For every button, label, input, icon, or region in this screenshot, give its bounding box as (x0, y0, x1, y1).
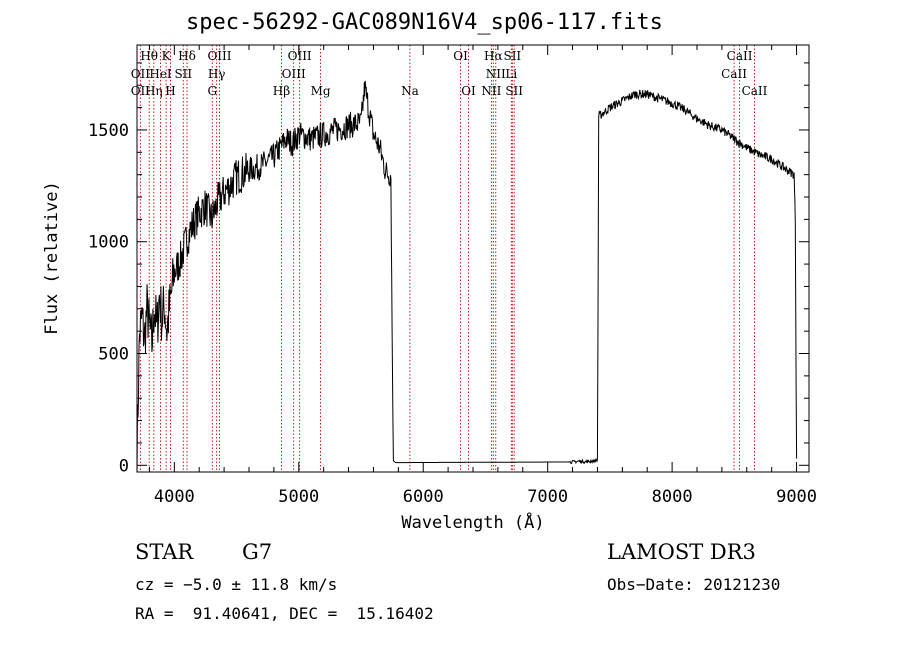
spectral-line-label: SII (505, 84, 523, 98)
spectral-line-label: Mg (311, 84, 331, 98)
plot-frame (136, 44, 810, 473)
spectral-line-label: K (162, 49, 172, 63)
y-tick-label: 500 (98, 345, 129, 365)
redshift-velocity: cz = −5.0 ± 11.8 km/s (135, 575, 338, 594)
x-tick-label: 7000 (527, 487, 568, 507)
spectral-line-label: CaII (727, 49, 753, 63)
x-axis-label: Wavelength (Å) (401, 511, 544, 533)
spectral-line-label: NII (481, 84, 501, 98)
spectral-line-label: SII (503, 49, 521, 63)
y-tick-label: 1500 (88, 121, 129, 141)
spectral-line-label: Hα (484, 49, 503, 63)
spectral-line-label: CaII (721, 67, 747, 81)
y-tick-label: 1000 (88, 233, 129, 253)
chart-title: spec-56292-GAC089N16V4_sp06-117.fits (186, 10, 663, 35)
spectral-line-label: OIII (288, 49, 312, 63)
spectral-line-label: Hη (145, 84, 163, 98)
spectral-line-label: OIII (207, 49, 231, 63)
y-axis-label: Flux (relative) (42, 181, 62, 335)
spectral-line-label: G (207, 84, 217, 98)
observation-date: Obs−Date: 20121230 (607, 575, 781, 594)
spectral-line-label: Li (505, 67, 517, 81)
y-tick-label: 0 (119, 456, 129, 476)
x-tick-label: 5000 (278, 487, 319, 507)
ra-dec-coordinates: RA = 91.40641, DEC = 15.16402 (135, 604, 434, 623)
spectral-line-label: OII (131, 67, 151, 81)
object-class: STAR (135, 540, 194, 564)
spectral-line-label: Hθ (140, 49, 158, 63)
spectral-line-label: Hγ (208, 67, 226, 81)
x-tick-label: 4000 (154, 487, 195, 507)
spectral-line-label: OII (131, 84, 151, 98)
spectral-line-label: NII (486, 67, 506, 81)
spectral-line-label: HeI (149, 67, 172, 81)
x-tick-label: 8000 (652, 487, 693, 507)
spectral-line-label: OI (461, 84, 476, 98)
spectral-line-label: CaII (742, 84, 768, 98)
spectral-line-label: Hδ (178, 49, 196, 63)
x-tick-label: 6000 (403, 487, 444, 507)
spectral-line-label: OIII (282, 67, 306, 81)
spectrum-line (137, 80, 798, 472)
x-tick-label: 9000 (776, 487, 817, 507)
spectral-line-label: Na (401, 84, 419, 98)
spectral-line-label: SII (174, 67, 192, 81)
spectral-line-label: OI (453, 49, 468, 63)
survey-name: LAMOST DR3 (607, 540, 756, 564)
object-subclass: G7 (242, 540, 273, 564)
spectral-line-label: H (165, 84, 175, 98)
spectral-line-label: Hβ (273, 84, 290, 98)
